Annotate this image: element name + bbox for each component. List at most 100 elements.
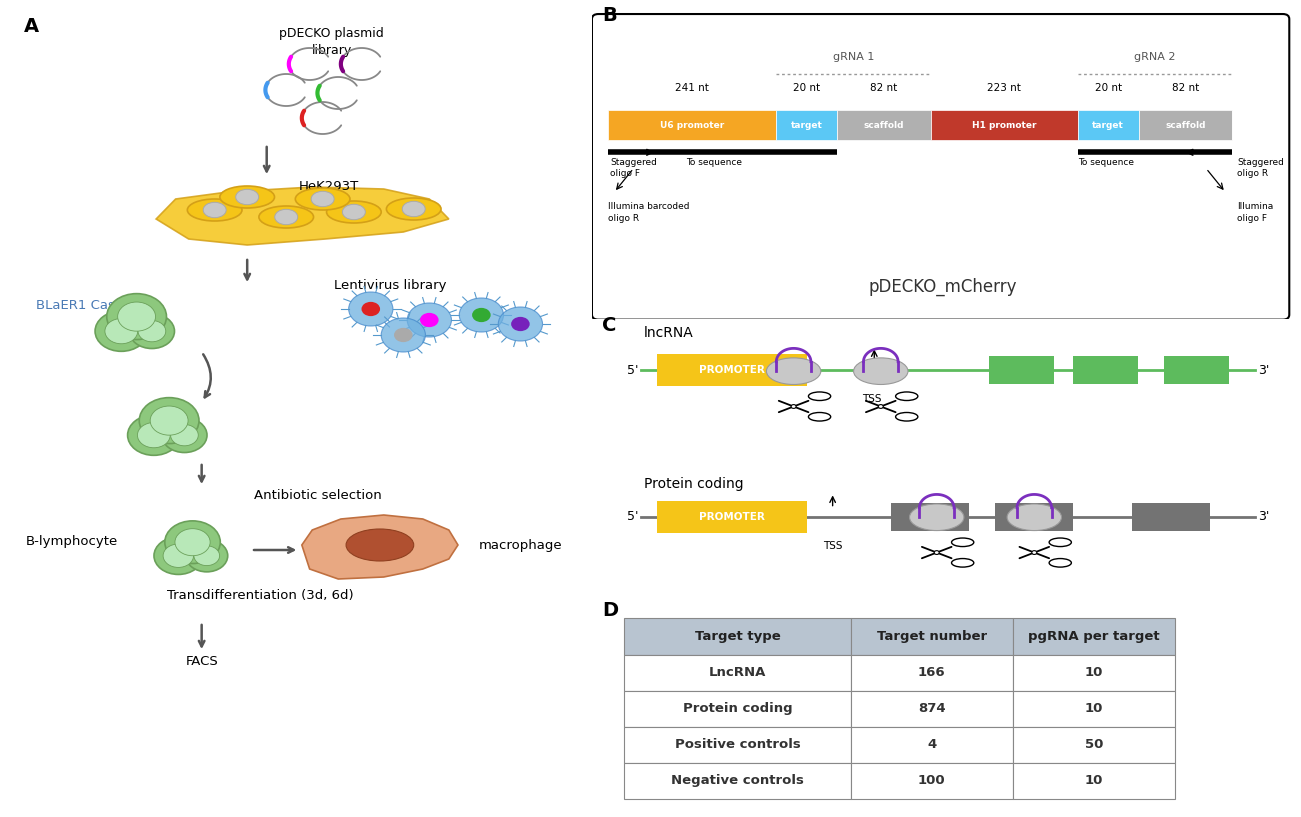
- Bar: [1132, 502, 1210, 530]
- Circle shape: [1032, 551, 1037, 555]
- Bar: [608, 110, 777, 141]
- Bar: [838, 110, 930, 141]
- Text: Lentivirus library: Lentivirus library: [334, 279, 446, 292]
- Circle shape: [163, 544, 194, 568]
- Text: scaffold: scaffold: [864, 121, 904, 130]
- Ellipse shape: [1007, 504, 1062, 530]
- Text: 10: 10: [1085, 702, 1103, 715]
- Ellipse shape: [259, 206, 314, 228]
- Circle shape: [420, 313, 438, 327]
- Circle shape: [174, 529, 211, 556]
- Text: 10: 10: [1085, 775, 1103, 788]
- Text: 20 nt: 20 nt: [1094, 83, 1121, 93]
- Text: U6 promoter: U6 promoter: [660, 121, 725, 130]
- Bar: [1164, 356, 1229, 385]
- Circle shape: [472, 308, 490, 322]
- Bar: [1012, 690, 1175, 727]
- Circle shape: [170, 425, 198, 446]
- Polygon shape: [156, 187, 449, 245]
- Text: BLaER1 Cas9: BLaER1 Cas9: [36, 299, 124, 312]
- Text: Protein coding: Protein coding: [644, 476, 744, 490]
- Bar: [1012, 763, 1175, 799]
- Text: 241 nt: 241 nt: [675, 83, 709, 93]
- Text: TSS: TSS: [824, 541, 842, 551]
- Text: gRNA 1: gRNA 1: [833, 52, 874, 62]
- Text: 20 nt: 20 nt: [794, 83, 821, 93]
- Text: target: target: [1093, 121, 1124, 130]
- Circle shape: [381, 318, 425, 352]
- Text: scaffold: scaffold: [1166, 121, 1206, 130]
- Bar: [624, 618, 851, 654]
- Text: 223 nt: 223 nt: [987, 83, 1021, 93]
- Ellipse shape: [235, 190, 259, 205]
- Text: Protein coding: Protein coding: [683, 702, 792, 715]
- Bar: [851, 690, 1012, 727]
- Text: target: target: [791, 121, 822, 130]
- Circle shape: [407, 303, 451, 337]
- Circle shape: [194, 546, 220, 565]
- Bar: [1138, 110, 1232, 141]
- Text: pDECKO plasmid
library: pDECKO plasmid library: [280, 27, 384, 57]
- Text: HeK293T: HeK293T: [299, 180, 359, 193]
- Circle shape: [349, 292, 393, 326]
- Text: lncRNA: lncRNA: [644, 327, 693, 341]
- Text: Illumina
oligo F: Illumina oligo F: [1237, 203, 1274, 222]
- Bar: [657, 355, 807, 386]
- Circle shape: [161, 417, 207, 453]
- Bar: [851, 763, 1012, 799]
- Bar: [989, 356, 1054, 385]
- Text: Antibiotic selection: Antibiotic selection: [254, 489, 381, 502]
- Text: Target number: Target number: [877, 630, 986, 643]
- Bar: [851, 727, 1012, 763]
- Text: 4: 4: [928, 739, 937, 752]
- Circle shape: [150, 406, 189, 435]
- Text: 100: 100: [919, 775, 946, 788]
- Bar: [624, 727, 851, 763]
- Circle shape: [459, 298, 503, 332]
- Text: TSS: TSS: [863, 395, 881, 404]
- Text: 82 nt: 82 nt: [870, 83, 898, 93]
- Text: D: D: [602, 601, 618, 620]
- Bar: [777, 110, 838, 141]
- Circle shape: [138, 422, 170, 448]
- Text: 10: 10: [1085, 666, 1103, 679]
- Circle shape: [127, 415, 180, 455]
- Bar: [1012, 618, 1175, 654]
- Ellipse shape: [220, 186, 275, 208]
- Text: To sequence: To sequence: [686, 158, 742, 167]
- Bar: [624, 763, 851, 799]
- Text: gRNA 2: gRNA 2: [1134, 52, 1176, 62]
- Bar: [851, 654, 1012, 690]
- Ellipse shape: [402, 201, 425, 217]
- Circle shape: [138, 320, 165, 342]
- Bar: [1077, 110, 1138, 141]
- Ellipse shape: [187, 199, 242, 221]
- Text: A: A: [23, 17, 39, 36]
- Text: 3': 3': [1258, 510, 1270, 523]
- Circle shape: [117, 302, 156, 331]
- Text: Staggered
oligo R: Staggered oligo R: [1237, 158, 1284, 178]
- Ellipse shape: [386, 198, 441, 220]
- Text: 5': 5': [627, 364, 639, 377]
- Text: PROMOTER: PROMOTER: [699, 365, 765, 376]
- Text: To sequence: To sequence: [1077, 158, 1133, 167]
- Circle shape: [934, 551, 939, 555]
- Circle shape: [95, 311, 147, 351]
- Text: PROMOTER: PROMOTER: [699, 511, 765, 521]
- Ellipse shape: [766, 358, 821, 385]
- Ellipse shape: [275, 209, 298, 225]
- Bar: [624, 654, 851, 690]
- Bar: [1073, 356, 1138, 385]
- Text: 166: 166: [919, 666, 946, 679]
- Polygon shape: [302, 515, 458, 579]
- Text: 50: 50: [1085, 739, 1103, 752]
- Bar: [930, 110, 1077, 141]
- Circle shape: [139, 398, 199, 444]
- Circle shape: [154, 537, 203, 574]
- Text: 3': 3': [1258, 364, 1270, 377]
- Circle shape: [394, 328, 412, 342]
- Circle shape: [791, 404, 796, 408]
- Text: Illumina barcoded
oligo R: Illumina barcoded oligo R: [608, 203, 690, 222]
- Text: B-lymphocyte: B-lymphocyte: [26, 535, 118, 548]
- Ellipse shape: [342, 204, 366, 220]
